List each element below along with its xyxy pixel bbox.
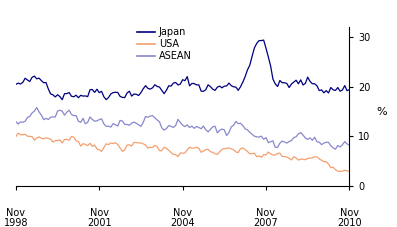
USA xyxy=(268,152,273,155)
Japan xyxy=(280,81,285,84)
USA xyxy=(16,132,21,135)
USA xyxy=(32,139,37,142)
ASEAN xyxy=(16,123,21,125)
Japan xyxy=(271,78,276,81)
Text: Nov: Nov xyxy=(256,208,276,218)
Text: 2004: 2004 xyxy=(170,218,195,227)
ASEAN xyxy=(278,142,282,144)
ASEAN xyxy=(347,144,352,146)
Text: Nov: Nov xyxy=(6,208,25,218)
ASEAN xyxy=(30,111,35,114)
Text: 2010: 2010 xyxy=(337,218,362,227)
Text: 2007: 2007 xyxy=(254,218,278,227)
Japan xyxy=(30,76,35,79)
Legend: Japan, USA, ASEAN: Japan, USA, ASEAN xyxy=(137,27,192,61)
USA xyxy=(278,152,282,155)
Text: Nov: Nov xyxy=(90,208,109,218)
Y-axis label: %: % xyxy=(377,107,387,117)
USA xyxy=(347,170,352,173)
ASEAN xyxy=(268,141,273,143)
Line: Japan: Japan xyxy=(16,40,349,100)
ASEAN xyxy=(13,120,18,123)
ASEAN xyxy=(35,106,39,109)
USA xyxy=(13,135,18,138)
USA xyxy=(326,163,331,165)
ASEAN xyxy=(333,148,338,151)
Japan xyxy=(16,82,21,84)
Text: 1998: 1998 xyxy=(4,218,28,227)
Text: Nov: Nov xyxy=(173,208,192,218)
USA xyxy=(335,170,340,173)
Japan xyxy=(347,88,352,91)
Line: ASEAN: ASEAN xyxy=(16,108,349,149)
Japan xyxy=(328,86,333,89)
Japan xyxy=(13,83,18,86)
Text: 2001: 2001 xyxy=(87,218,112,227)
USA xyxy=(18,133,23,136)
ASEAN xyxy=(326,141,331,144)
Japan xyxy=(261,39,266,42)
Japan xyxy=(60,98,65,101)
ASEAN xyxy=(208,128,213,131)
Text: Nov: Nov xyxy=(340,208,359,218)
Line: USA: USA xyxy=(16,133,349,171)
Japan xyxy=(208,85,213,88)
USA xyxy=(208,150,213,153)
